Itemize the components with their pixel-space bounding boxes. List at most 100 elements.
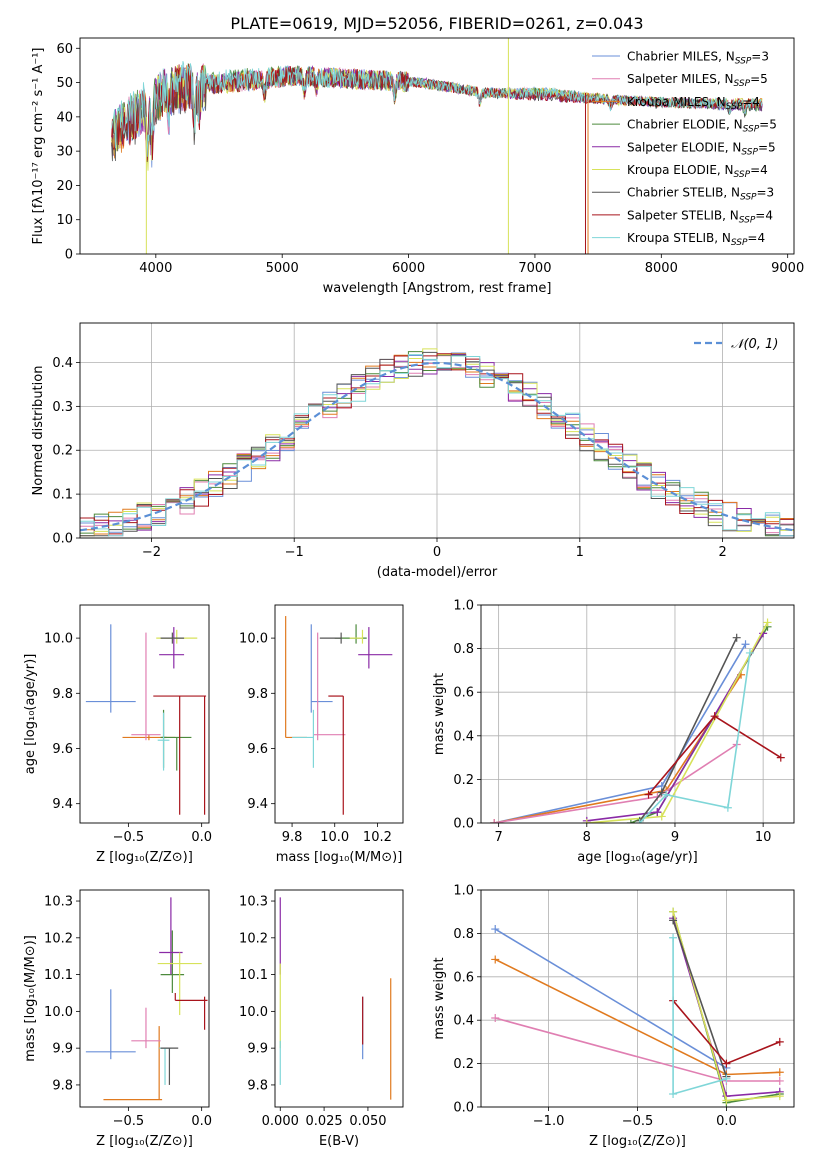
weight-marker	[775, 1068, 784, 1077]
weight-marker	[741, 640, 750, 649]
spectrum-frame	[79, 37, 795, 255]
mass-vs-ebv-ytick-label: 10.1	[239, 968, 268, 983]
age-vs-mass-xtick-label: 9.8	[282, 830, 303, 845]
weight-marker	[775, 1076, 784, 1085]
mass-vs-ebv-axes: 0.000 0.025 0.050 9.8 9.9 10.0 10.1 10.2 10.3 E(B…	[239, 895, 386, 1149]
weight-vs-age-ytick-label: 0.6	[453, 686, 474, 701]
weight-marker	[644, 790, 653, 799]
spectrum-lines	[111, 38, 763, 254]
weight-marker	[669, 1089, 678, 1098]
weight-marker	[491, 1014, 500, 1023]
legend-label: Salpeter MILES, NSSP=5	[627, 72, 768, 89]
residuals-xtick-label: 2	[718, 545, 726, 560]
age-vs-mass-ytick-label: 9.8	[247, 687, 268, 702]
legend-label: Kroupa MILES, NSSP=4	[627, 95, 760, 112]
residuals-ytick-label: 0.1	[52, 488, 73, 503]
age-vs-mass-xlabel: mass [log₁₀(M/M⊙)]	[276, 850, 403, 865]
residuals-ytick-label: 0.4	[52, 356, 73, 371]
weight-vs-Z-ytick-label: 0.6	[453, 970, 474, 985]
mass-vs-Z-ytick-label: 10.3	[44, 895, 73, 910]
weight-marker	[776, 753, 785, 762]
weight-vs-age-xlabel: age [log₁₀(age/yr)]	[577, 850, 698, 865]
weight-marker	[635, 819, 644, 823]
weight-vs-Z-ytick-label: 0.0	[453, 1101, 474, 1116]
weight-marker	[732, 633, 741, 642]
residuals-ylabel: Normed distribution	[31, 366, 46, 496]
mass-vs-ebv-points	[279, 897, 392, 1100]
residuals-ytick-label: 0.2	[52, 444, 73, 459]
weight-series-line	[494, 928, 727, 1069]
age-vs-Z-ytick-label: 9.8	[52, 687, 73, 702]
normal-reference-curve	[80, 361, 794, 532]
weight-series-line	[639, 652, 751, 823]
mass-vs-Z-xtick-label: 0.0	[191, 1114, 212, 1129]
spectrum-ytick-label: 30	[56, 145, 73, 160]
weight-series-line	[494, 743, 738, 823]
spectrum-xtick-label: 8000	[645, 261, 678, 276]
age-vs-Z-xtick-label: −0.5	[113, 830, 145, 845]
mass-vs-Z-xtick-label: −0.5	[113, 1114, 145, 1129]
weight-vs-age-xtick-label: 10	[755, 830, 772, 845]
mass-vs-Z-axes: −0.5 0.0 9.8 9.9 10.0 10.1 10.2 10.3 Z [log₁₀(Z/…	[23, 895, 212, 1149]
weight-vs-age-xtick-label: 7	[494, 830, 502, 845]
weight-marker	[669, 907, 678, 916]
spectrum-xlabel: wavelength [Angstrom, rest frame]	[323, 281, 552, 296]
weight-vs-age-ytick-label: 0.8	[453, 642, 474, 657]
residuals-xlabel: (data-model)/error	[377, 565, 498, 580]
residuals-ytick-label: 0.3	[52, 400, 73, 415]
plot-layer: 4000 5000 6000 7000 8000 90000102030405060wav…	[23, 37, 804, 1149]
mass-vs-Z-ytick-label: 10.2	[44, 931, 73, 946]
mass-vs-ebv-frame	[274, 889, 404, 1108]
spectrum-xtick-label: 9000	[771, 261, 804, 276]
mass-vs-Z-frame	[79, 889, 210, 1108]
legend-label: Chabrier ELODIE, NSSP=5	[627, 118, 777, 135]
spectrum-series-line	[111, 60, 763, 157]
mass-vs-Z-ytick-label: 10.1	[44, 968, 73, 983]
spectrum-ytick-label: 0	[65, 248, 73, 263]
weight-vs-Z-ytick-label: 0.4	[453, 1014, 474, 1029]
weight-marker	[775, 1092, 784, 1101]
age-vs-Z-ytick-label: 10.0	[44, 632, 73, 647]
weight-vs-age-ytick-label: 0.2	[453, 773, 474, 788]
spectrum-axes: 4000 5000 6000 7000 8000 9000 0 10 20 30 40 50 60 wav…	[31, 42, 804, 296]
legend-label: Salpeter ELODIE, NSSP=5	[627, 140, 776, 157]
weight-series-line	[647, 715, 782, 796]
age-vs-Z-xtick-label: 0.0	[191, 830, 212, 845]
weight-vs-age-xtick-label: 9	[671, 830, 679, 845]
mass-vs-ebv-ytick-label: 9.9	[247, 1042, 268, 1057]
residual-histogram-step	[80, 354, 794, 537]
weight-marker	[653, 808, 662, 817]
weight-marker	[723, 803, 732, 812]
legend-label: Kroupa ELODIE, NSSP=4	[627, 163, 768, 180]
legend-label: Chabrier STELIB, NSSP=3	[627, 186, 774, 203]
age-vs-mass-ytick-label: 10.0	[239, 632, 268, 647]
weight-vs-Z-ytick-label: 0.2	[453, 1057, 474, 1072]
weight-vs-Z-ylabel: mass weight	[432, 957, 447, 1039]
legend-label: Kroupa STELIB, NSSP=4	[627, 231, 765, 248]
age-vs-mass-ytick-label: 9.6	[247, 742, 268, 757]
residuals-ytick-label: 0.0	[52, 532, 73, 547]
residuals-xtick-label: 1	[576, 545, 584, 560]
residual-legend-label: 𝒩(0, 1)	[731, 337, 778, 352]
spectrum-xtick-label: 7000	[518, 261, 551, 276]
residuals-xtick-label: −2	[142, 545, 161, 560]
weight-marker	[626, 819, 635, 823]
mass-vs-ebv-ytick-label: 10.2	[239, 931, 268, 946]
mass-vs-ebv-xtick-label: 0.025	[305, 1114, 342, 1129]
spectrum-legend: Chabrier MILES, NSSP=3 Salpeter MILES, NS…	[592, 50, 777, 248]
residuals-frame	[79, 322, 795, 539]
legend-label: Salpeter STELIB, NSSP=4	[627, 208, 773, 225]
age-vs-mass-frame	[274, 604, 404, 824]
weight-vs-age-ytick-label: 0.4	[453, 729, 474, 744]
mass-vs-Z-ytick-label: 9.9	[52, 1042, 73, 1057]
legend-label: Chabrier MILES, NSSP=3	[627, 50, 769, 67]
spectrum-ytick-label: 50	[56, 76, 73, 91]
age-vs-Z-xlabel: Z [log₁₀(Z/Z⊙)]	[96, 850, 193, 865]
weight-marker	[775, 1037, 784, 1046]
mass-vs-ebv-xtick-label: 0.000	[262, 1114, 299, 1129]
weight-marker	[657, 788, 666, 797]
weight-vs-age-lines	[490, 618, 785, 823]
weight-vs-Z-lines	[491, 907, 784, 1107]
weight-vs-Z-frame	[480, 889, 795, 1108]
weight-vs-Z-xtick-label: −0.5	[622, 1114, 654, 1129]
